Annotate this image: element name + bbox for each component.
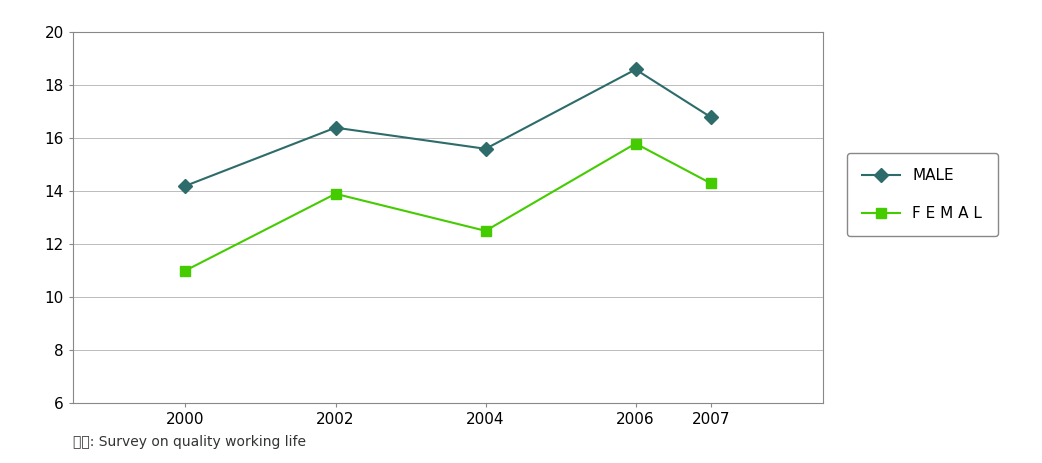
MALE — [629, 67, 642, 72]
Line: MALE: MALE — [180, 65, 716, 191]
Line: F E M A L: F E M A L — [180, 139, 716, 275]
MALE — [329, 125, 342, 131]
F E M A L — [329, 191, 342, 197]
F E M A L — [704, 181, 717, 186]
F E M A L — [179, 268, 192, 273]
MALE — [179, 183, 192, 188]
MALE — [479, 146, 492, 151]
Legend: MALE, F E M A L: MALE, F E M A L — [847, 153, 997, 236]
MALE — [704, 114, 717, 120]
F E M A L — [629, 141, 642, 146]
F E M A L — [479, 228, 492, 234]
Text: 출자: Survey on quality working life: 출자: Survey on quality working life — [73, 435, 306, 449]
